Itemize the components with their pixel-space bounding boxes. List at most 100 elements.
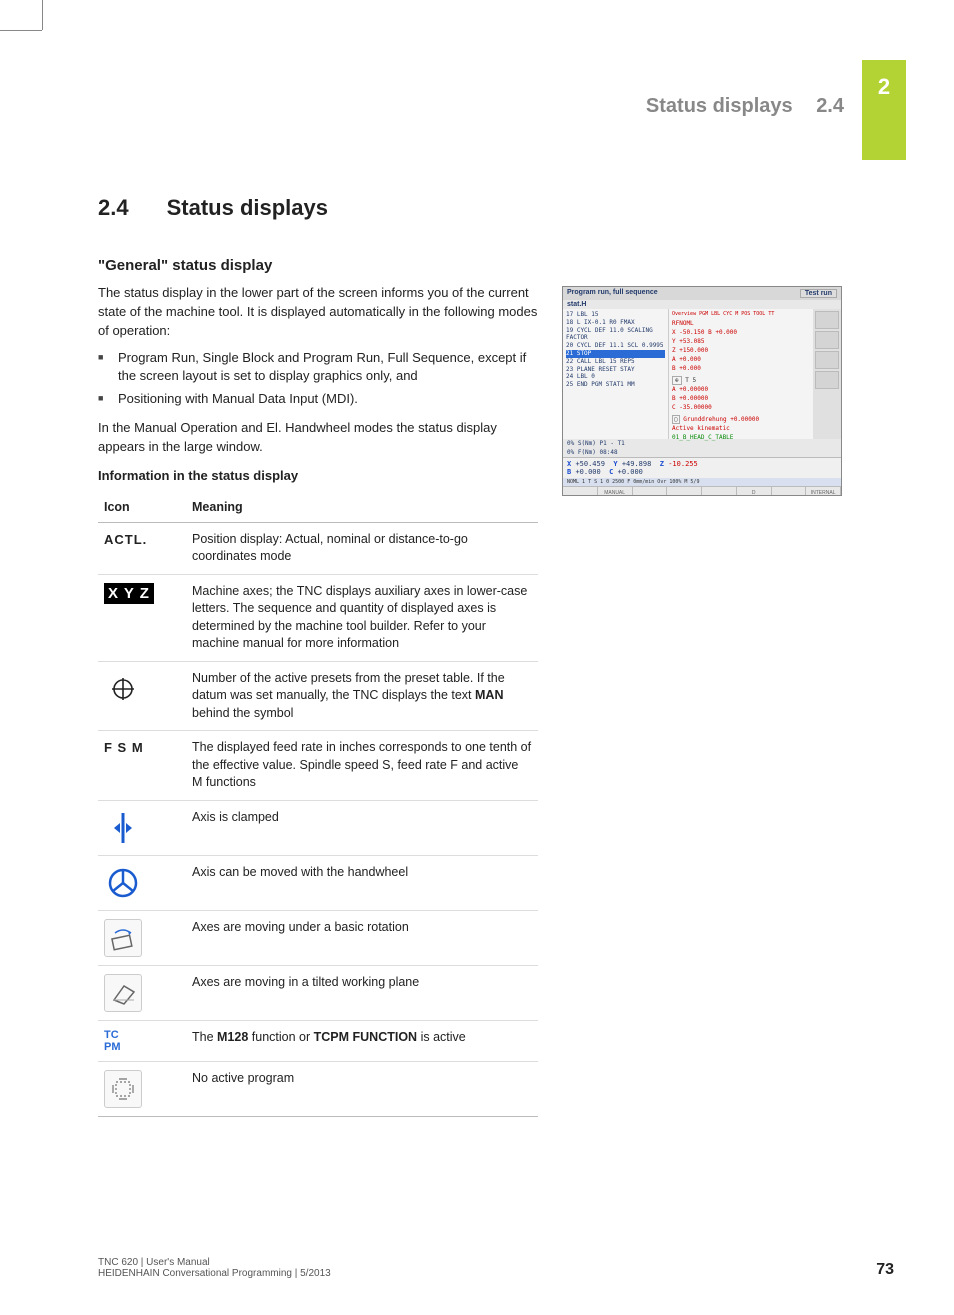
section-title: Status displays [167,195,328,221]
table-row: No active program [98,1061,538,1116]
ss-status-panel: Overview PGM LBL CYC M POS TOOL TT RFNOM… [668,309,813,439]
xyz-icon: X Y Z [104,583,154,604]
table-row: Axis can be moved with the handwheel [98,855,538,910]
ss-y: +49.898 [622,460,652,468]
ss-statusbar: NOML 1 T S 1 0 2500 F 0mm/min Ovr 100% M… [563,478,841,486]
ss-softkey [667,487,702,496]
icon-cell [98,965,186,1020]
ss-softkey [702,487,737,496]
left-column: The status display in the lower part of … [98,284,538,1117]
icon-cell [98,910,186,965]
list-item: Program Run, Single Block and Program Ru… [98,349,538,387]
ss-mid2: 0% F(Nm) 08:48 [563,448,841,457]
footer-text: TNC 620 | User's Manual HEIDENHAIN Conve… [98,1257,331,1279]
ss-sidebar-btn [815,311,839,329]
ss-axis-line: X -50.150 B +0.000 [672,328,810,337]
list-item: Positioning with Manual Data Input (MDI)… [98,390,538,409]
icon-text: ACTL. [104,532,147,547]
right-column: Program run, full sequence Test run stat… [562,284,852,496]
icon-cell: F S M [98,731,186,801]
icon-cell: TCPM [98,1020,186,1061]
running-head-num: 2.4 [816,95,844,117]
meaning-cell: The M128 function or TCPM FUNCTION is ac… [186,1020,538,1061]
meaning-cell: Axes are moving in a tilted working plan… [186,965,538,1020]
icon-cell [98,1061,186,1116]
no-program-icon [104,1070,142,1108]
running-head-title: Status displays [646,95,793,117]
ss-abc-line: B +0.00000 [672,394,810,403]
table-row: F S M The displayed feed rate in inches c… [98,731,538,801]
ss-abc: A +0.00000B +0.00000C -35.00000 [672,385,810,412]
meaning-cell: No active program [186,1061,538,1116]
ss-axis-line: A +0.000 [672,355,810,364]
ss-tabs: Overview PGM LBL CYC M POS TOOL TT [672,311,810,319]
ss-program-listing: 17 LBL 1518 L IX-0.1 R0 FMAX19 CYCL DEF … [563,309,668,439]
ss-prog-line: 23 PLANE RESET STAY [566,366,665,374]
clamp-icon [104,809,142,847]
meaning-cell: Axis is clamped [186,800,538,855]
table-row: TCPMThe M128 function or TCPM FUNCTION i… [98,1020,538,1061]
ss-x: +50.459 [575,460,605,468]
tilted-plane-icon [104,974,142,1012]
crop-mark-vertical [42,0,43,30]
ss-axis-line: B +0.000 [672,364,810,373]
running-head: Status displays 2.4 [646,95,844,118]
ss-c: +0.000 [618,468,643,476]
ss-filename: stat.H [563,300,841,309]
ss-softkey [772,487,807,496]
ss-axis-line: Z +150.000 [672,346,810,355]
icon-cell [98,800,186,855]
icon-cell [98,661,186,731]
icon-cell: X Y Z [98,574,186,661]
ss-softkey: MANUAL TRAVERSE [598,487,633,496]
icon-text: F S M [104,740,144,755]
bullet-list: Program Run, Single Block and Program Ru… [98,349,538,410]
ss-abc-line: C -35.00000 [672,403,810,412]
ss-softkey [633,487,668,496]
ss-prog-line: 21 STOP [566,350,665,358]
ss-abc-line: A +0.00000 [672,385,810,394]
table-row: X Y Z Machine axes; the TNC displays auxi… [98,574,538,661]
footer-line2: HEIDENHAIN Conversational Programming | … [98,1268,331,1279]
ss-prog-line: 22 CALL LBL 15 REP5 [566,358,665,366]
section-num: 2.4 [98,195,129,221]
ss-kin-label: Active kinematic [672,424,810,433]
ss-prog-line: 25 END PGM STAT1 MM [566,381,665,389]
tcpm-icon: TCPM [104,1029,180,1053]
ss-rpnom: RFNOML [672,320,694,327]
table-row: Axis is clamped [98,800,538,855]
col-header-meaning: Meaning [186,492,538,523]
ss-grundd: Grunddrehung +0.00000 [683,416,759,423]
col-header-icon: Icon [98,492,186,523]
ss-sidebar-btn [815,371,839,389]
basic-rotation-icon [104,919,142,957]
table-row: Axes are moving in a tilted working plan… [98,965,538,1020]
ss-softkey: D PARAMETER LIST [737,487,772,496]
ss-softkey-row: MANUAL TRAVERSE D PARAMETER LIST INTERNAL … [563,486,841,496]
ss-axis-line: Y +53.085 [672,337,810,346]
page-content: 2.4 Status displays "General" status dis… [98,195,868,1117]
table-row: Axes are moving under a basic rotation [98,910,538,965]
ss-prog-line: 19 CYCL DEF 11.0 SCALING FACTOR [566,327,665,343]
meaning-cell: Machine axes; the TNC displays auxiliary… [186,574,538,661]
meaning-cell: The displayed feed rate in inches corres… [186,731,538,801]
meaning-cell: Axis can be moved with the handwheel [186,855,538,910]
chapter-tab: 2 [862,60,906,160]
ss-sidebar-btn [815,331,839,349]
ss-coords: X +50.459 Y +49.898 Z -10.255 B +0.000 C… [563,457,841,478]
ss-prog-line: 20 CYCL DEF 11.1 SCL 0.9995 [566,342,665,350]
intro-para: The status display in the lower part of … [98,284,538,341]
ss-axis-values: X -50.150 B +0.000Y +53.085Z +150.000A +… [672,328,810,373]
meaning-cell: Number of the active presets from the pr… [186,661,538,731]
ss-prog-line: 24 LBL 0 [566,373,665,381]
table-caption: Information in the status display [98,467,538,486]
ss-softkey: INTERNAL STOP [806,487,841,496]
status-table: Icon Meaning ACTL. Position display: Actu… [98,492,538,1117]
ss-title: Program run, full sequence [567,289,658,298]
icon-cell: ACTL. [98,522,186,574]
after-bullets-para: In the Manual Operation and El. Handwhee… [98,419,538,457]
ss-tool: T 5 [685,377,696,384]
ss-sidebar-btn [815,351,839,369]
preset-icon [104,670,142,708]
meaning-cell: Position display: Actual, nominal or dis… [186,522,538,574]
